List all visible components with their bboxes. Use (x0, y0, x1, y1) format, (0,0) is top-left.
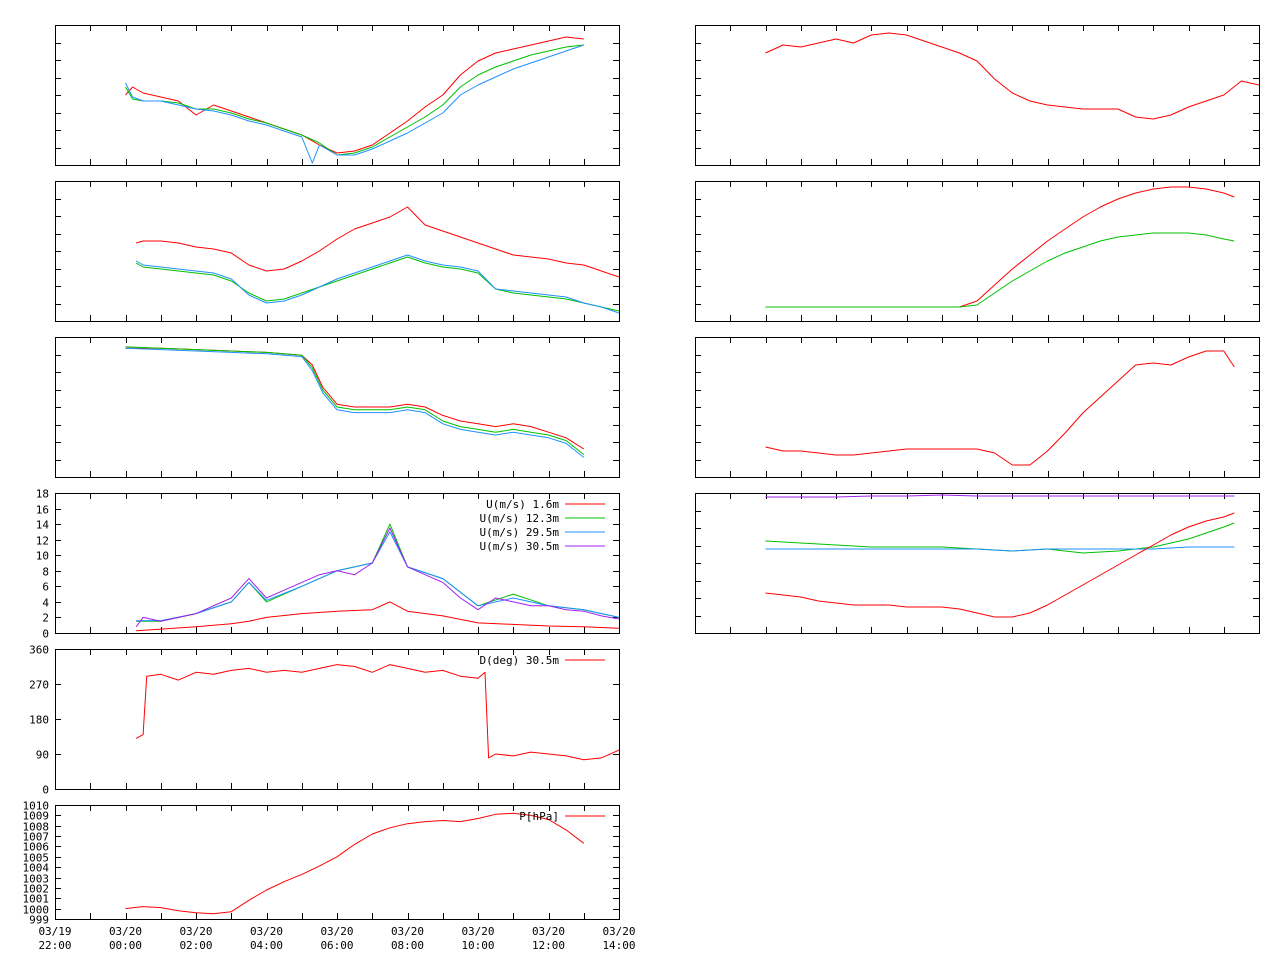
y-tick-label: 18 (36, 488, 49, 501)
x-tick-date: 03/20 (320, 925, 353, 938)
y-tick-label: 1006 (23, 841, 50, 854)
y-tick-label: 2 (42, 612, 49, 625)
panel-p3 (55, 337, 620, 478)
panel-p6: 9991000100110021003100410051006100710081… (23, 800, 636, 953)
series-line-p9-0 (765, 350, 1235, 466)
series-line-p10-3 (765, 512, 1235, 618)
legend-label: U(m/s) 12.3m (480, 512, 560, 525)
legend-label: U(m/s) 1.6m (486, 498, 559, 511)
y-tick-label: 14 (36, 519, 50, 532)
y-tick-label: 1008 (23, 821, 50, 834)
legend-label: U(m/s) 30.5m (480, 540, 560, 553)
y-tick-label: 0 (42, 628, 49, 641)
series-line-p5-0 (135, 664, 619, 761)
panel-p1 (55, 25, 620, 166)
panel-p7 (695, 25, 1260, 166)
y-tick-label: 1007 (23, 831, 50, 844)
y-tick-label: 1002 (23, 883, 50, 896)
x-tick-time: 04:00 (250, 939, 283, 952)
series-line-p10-0 (765, 494, 1235, 498)
x-tick-date: 03/20 (461, 925, 494, 938)
series-line-p2-1 (135, 256, 619, 312)
series-line-p7-0 (765, 32, 1259, 120)
x-tick-time: 12:00 (532, 939, 565, 952)
series-line-p10-2 (765, 546, 1235, 552)
x-tick-date: 03/20 (179, 925, 212, 938)
y-tick-label: 1001 (23, 893, 50, 906)
panel-p8 (695, 181, 1260, 322)
x-tick-time: 02:00 (179, 939, 212, 952)
y-tick-label: 10 (36, 550, 49, 563)
plot-frame (695, 337, 1260, 478)
series-line-p1-0 (125, 36, 584, 154)
x-tick-date: 03/20 (391, 925, 424, 938)
series-line-p1-1 (125, 44, 584, 156)
y-tick-label: 6 (42, 581, 49, 594)
panel-p2 (55, 181, 620, 322)
plot-frame (55, 181, 620, 322)
x-tick-date: 03/20 (109, 925, 142, 938)
series-line-p2-2 (135, 254, 619, 314)
x-tick-time: 08:00 (391, 939, 424, 952)
x-tick-date: 03/20 (602, 925, 635, 938)
x-tick-time: 00:00 (109, 939, 142, 952)
y-tick-label: 1010 (23, 800, 50, 813)
y-tick-label: 180 (29, 714, 49, 727)
x-tick-time: 06:00 (320, 939, 353, 952)
series-line-p4-3 (135, 527, 619, 628)
x-tick-date: 03/19 (38, 925, 71, 938)
legend-label: U(m/s) 29.5m (480, 526, 560, 539)
plot-frame (55, 25, 620, 166)
series-line-p3-0 (125, 347, 585, 450)
y-tick-label: 8 (42, 566, 49, 579)
plot-frame (55, 649, 620, 790)
y-tick-label: 1003 (23, 873, 50, 886)
y-tick-label: 270 (29, 679, 49, 692)
series-line-p4-0 (136, 601, 619, 632)
x-tick-time: 10:00 (461, 939, 494, 952)
legend-label: P[hPa] (519, 810, 559, 823)
y-tick-label: 16 (36, 504, 49, 517)
x-tick-date: 03/20 (250, 925, 283, 938)
series-line-p3-1 (125, 346, 585, 455)
y-tick-label: 1000 (23, 904, 50, 917)
x-tick-time: 14:00 (602, 939, 635, 952)
y-tick-label: 4 (42, 597, 49, 610)
y-tick-label: 1005 (23, 852, 50, 865)
y-tick-label: 12 (36, 535, 49, 548)
y-tick-label: 1004 (23, 862, 50, 875)
y-tick-label: 999 (29, 914, 49, 927)
y-tick-label: 0 (42, 784, 49, 797)
panel-p10 (695, 493, 1260, 634)
series-line-p1-2 (125, 44, 584, 164)
panel-p5: 0 90 180 270 360 D(deg) 30.5m (29, 644, 620, 797)
y-tick-label: 1009 (23, 810, 50, 823)
series-line-p6-0 (125, 812, 585, 915)
series-line-p8-1 (765, 232, 1235, 308)
y-tick-label: 360 (29, 644, 49, 657)
y-tick-label: 90 (36, 749, 49, 762)
x-tick-date: 03/20 (532, 925, 565, 938)
series-line-p3-2 (125, 347, 585, 458)
series-line-p2-0 (135, 206, 619, 278)
x-tick-time: 22:00 (38, 939, 71, 952)
panel-p9 (695, 337, 1260, 478)
legend-label: D(deg) 30.5m (480, 654, 560, 667)
plot-frame (695, 493, 1260, 634)
